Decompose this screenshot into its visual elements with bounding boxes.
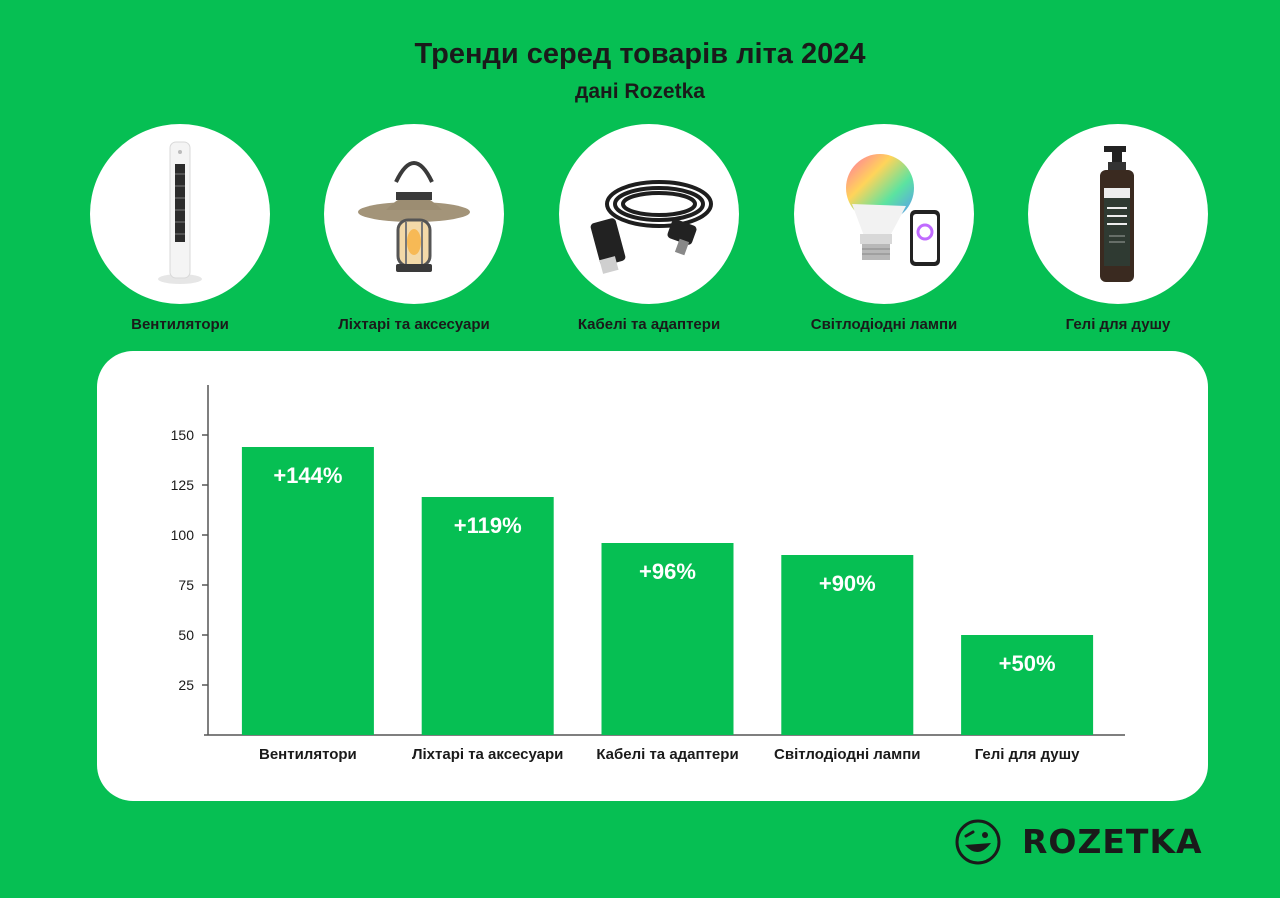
usb-cable-icon (590, 180, 713, 274)
bar (601, 543, 734, 735)
product-image-lanterns (324, 124, 504, 304)
shower-gel-bottle-icon (1100, 146, 1134, 282)
y-tick-label: 25 (178, 677, 194, 693)
product-label: Гелі для душу (1065, 316, 1171, 333)
camping-lantern-icon (358, 161, 470, 272)
product-card-led-lamps: Світлодіодні лампи (764, 124, 1004, 333)
chart-panel: 25 50 75 100 125 150 +144% Вентилятори +119% Ліхт… (97, 351, 1208, 801)
y-tick-label: 100 (171, 527, 195, 543)
product-image-shower-gels (1028, 124, 1208, 304)
bar-chart: 25 50 75 100 125 150 +144% Вентилятори +119% Ліхт… (171, 385, 1125, 763)
product-image-led-lamps (794, 124, 974, 304)
brand-logo: ROZETKA (954, 818, 1234, 868)
brand-name: ROZETKA (1022, 822, 1203, 861)
product-card-cables: Кабелі та адаптери (529, 124, 769, 333)
x-tick-label: Світлодіодні лампи (774, 746, 920, 763)
bar (421, 497, 554, 735)
rozetka-smiley-logo-icon (955, 819, 1001, 865)
product-card-lanterns: Ліхтарі та аксесуари (294, 124, 534, 333)
tower-fan-icon (158, 141, 202, 284)
x-tick-label: Гелі для душу (975, 746, 1080, 763)
product-image-cables (559, 124, 739, 304)
product-card-fans: Вентилятори (60, 124, 300, 333)
smart-bulb-icon (846, 154, 940, 266)
y-tick-label: 50 (178, 627, 194, 643)
product-label: Кабелі та адаптери (577, 316, 721, 333)
product-label: Ліхтарі та аксесуари (338, 316, 490, 333)
product-label: Світлодіодні лампи (810, 316, 958, 333)
bar (241, 447, 374, 735)
product-label: Вентилятори (131, 316, 229, 333)
bar-data-label: +90% (819, 571, 876, 596)
x-tick-label: Вентилятори (259, 746, 357, 763)
bar (961, 635, 1094, 735)
bar-data-label: +96% (639, 559, 696, 584)
product-image-fans (90, 124, 270, 304)
bar-data-label: +144% (273, 463, 342, 488)
y-tick-label: 125 (171, 477, 195, 493)
bar-data-label: +119% (454, 513, 522, 538)
y-tick-label: 75 (178, 577, 194, 593)
x-tick-label: Кабелі та адаптери (596, 746, 738, 763)
bar (781, 555, 914, 735)
bar-data-label: +50% (999, 651, 1056, 676)
product-card-shower-gels: Гелі для душу (998, 124, 1238, 333)
y-tick-label: 150 (171, 427, 195, 443)
page-title: Тренди серед товарів літа 2024 (414, 38, 866, 70)
x-tick-label: Ліхтарі та аксесуари (412, 746, 563, 763)
page-subtitle: дані Rozetka (575, 80, 705, 103)
